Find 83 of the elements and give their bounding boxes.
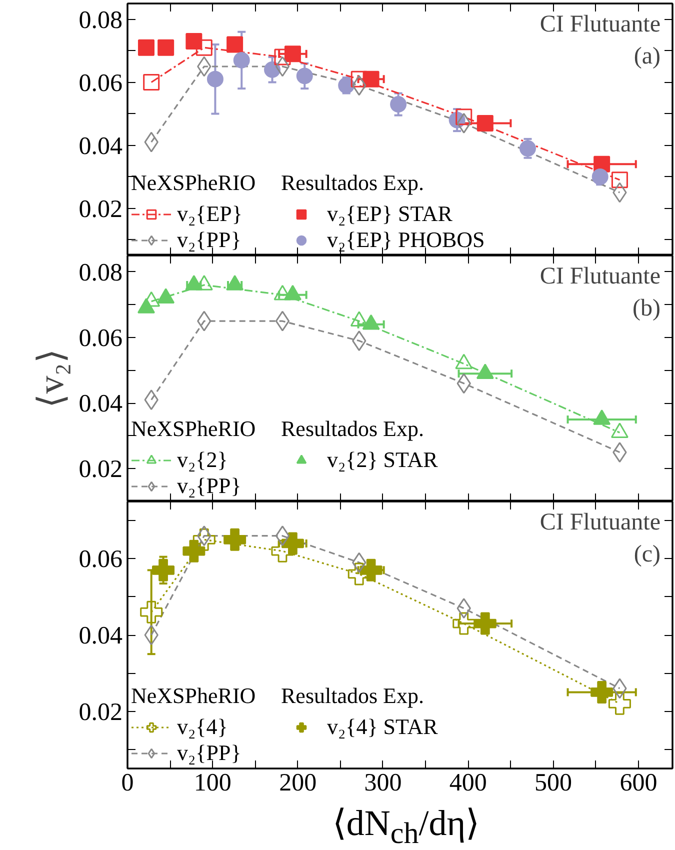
annotation: Resultados Exp. [281,416,425,442]
annotation: CI Flutuante [540,264,660,290]
point [611,172,628,188]
x-tick-label: 600 [620,770,658,796]
legend-label: v₂{2} [177,447,228,473]
point [185,275,203,290]
point [452,612,476,635]
legend-label: v₂{PP} [177,740,242,766]
point [476,114,494,132]
point [152,558,175,582]
point [158,39,174,56]
point [608,692,631,715]
annotation: NeXSPheRIO [131,416,256,442]
legend-label: v₂{4} STAR [327,714,438,740]
y-tick-label: 0.02 [78,698,122,726]
point [271,540,294,562]
x-tick-label: 200 [279,770,317,796]
point [590,680,614,704]
legend-label: v₂{PP} [177,473,242,499]
y-tick-label: 0.02 [78,456,122,484]
point [274,284,292,300]
point [610,422,628,438]
point [592,168,608,185]
point [224,528,246,551]
x-tick-label: 0 [121,770,134,796]
point [233,52,250,68]
point [362,314,380,330]
point [338,77,355,94]
point [226,275,244,290]
point [456,108,472,126]
point [157,288,175,304]
point [275,56,290,77]
y-tick-label: 0.06 [78,546,122,574]
point [350,311,368,326]
annotation: NeXSPheRIO [131,683,256,709]
annotation: CI Flutuante [540,12,660,38]
point [476,364,494,379]
point [274,48,291,66]
y-tick-label: 0.06 [78,70,122,97]
annotation: (a) [634,44,661,70]
y-tick-label: 0.08 [78,6,122,34]
point [192,528,216,551]
point [143,74,160,90]
x-tick-label: 300 [364,770,402,796]
point [140,600,163,624]
legend-label: v₂{2} STAR [327,447,438,473]
point [275,526,290,546]
point [350,70,368,88]
legend-label: v₂{PP} [177,227,242,253]
point [206,70,224,88]
point [455,354,473,370]
annotation: (b) [632,296,660,322]
x-tick-label: 400 [449,770,487,796]
y-tick-label: 0.04 [78,622,123,650]
legend-label: v₂{EP} PHOBOS [327,227,485,253]
x-tick-label: 500 [534,770,572,796]
point [296,68,313,84]
point [519,140,536,157]
y-tick-label: 0.06 [78,325,122,352]
y-axis-title: ⟨v₂⟩ [30,349,71,408]
legend-label: v₂{4} [177,714,228,740]
point [195,275,213,290]
annotation: NeXSPheRIO [131,170,256,196]
point [474,612,496,635]
y-tick-label: 0.08 [78,259,122,286]
y-tick-label: 0.04 [78,390,123,418]
point [196,39,212,56]
point [182,540,206,562]
annotation: CI Flutuante [540,510,660,536]
point [138,39,154,56]
x-axis-title: ⟨dN$_{ch}$/dη⟩ [332,802,480,850]
y-tick-label: 0.02 [78,196,122,223]
y-tick-label: 0.04 [78,132,123,160]
annotation: Resultados Exp. [281,170,425,196]
annotation: Resultados Exp. [281,683,425,709]
x-tick-label: 100 [194,770,232,796]
point [390,96,407,113]
legend-label: v₂{EP} STAR [327,201,452,227]
annotation: (c) [634,542,661,568]
point [593,410,611,425]
legend-label: v₂{EP} [177,201,242,227]
point [186,33,202,50]
point [226,36,244,53]
